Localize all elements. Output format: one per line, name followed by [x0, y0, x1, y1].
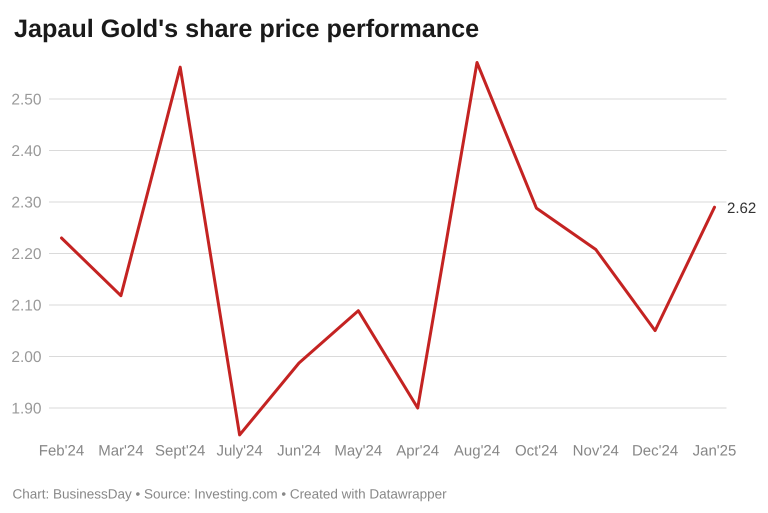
svg-text:Oct'24: Oct'24	[515, 442, 558, 459]
svg-text:Mar'24: Mar'24	[98, 442, 143, 459]
svg-text:Apr'24: Apr'24	[396, 442, 439, 459]
svg-text:2.10: 2.10	[11, 298, 42, 315]
svg-text:Japaul Gold's share price perf: Japaul Gold's share price performance	[14, 15, 479, 43]
svg-text:Chart: BusinessDay • Source: I: Chart: BusinessDay • Source: Investing.c…	[13, 486, 448, 501]
svg-text:Aug'24: Aug'24	[454, 442, 500, 459]
svg-text:2.20: 2.20	[11, 246, 42, 263]
svg-text:2.00: 2.00	[11, 349, 42, 366]
svg-text:Feb'24: Feb'24	[39, 442, 84, 459]
svg-text:2.62: 2.62	[727, 200, 756, 217]
svg-text:2.50: 2.50	[11, 92, 42, 109]
svg-text:1.90: 1.90	[11, 401, 42, 418]
svg-text:Dec'24: Dec'24	[632, 442, 678, 459]
svg-text:2.40: 2.40	[11, 143, 42, 160]
svg-text:Jun'24: Jun'24	[277, 442, 321, 459]
svg-text:Jan'25: Jan'25	[693, 442, 737, 459]
svg-text:May'24: May'24	[334, 442, 382, 459]
svg-text:2.30: 2.30	[11, 195, 42, 212]
svg-text:Sept'24: Sept'24	[155, 442, 205, 459]
svg-text:July'24: July'24	[216, 442, 262, 459]
svg-text:Nov'24: Nov'24	[573, 442, 619, 459]
